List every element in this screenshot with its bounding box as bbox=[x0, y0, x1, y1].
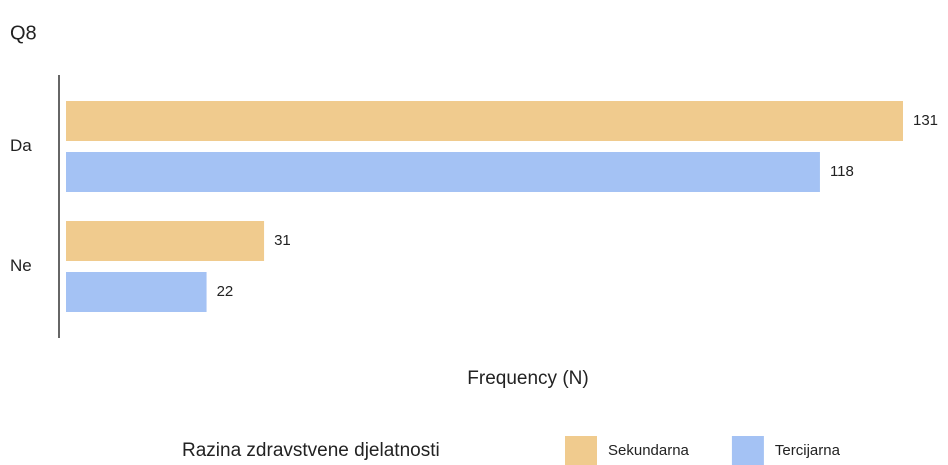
bar bbox=[66, 272, 207, 312]
data-label: 118 bbox=[830, 163, 854, 180]
legend-swatch bbox=[731, 436, 764, 465]
legend-label: Sekundarna bbox=[608, 442, 690, 459]
bar bbox=[66, 101, 903, 141]
bar bbox=[66, 221, 265, 261]
data-label: 131 bbox=[913, 112, 938, 129]
legend-title: Razina zdravstvene djelatnosti bbox=[182, 440, 440, 461]
x-axis-label: Frequency (N) bbox=[467, 368, 588, 389]
legend-label: Tercijarna bbox=[775, 442, 841, 459]
chart-title: Q8 bbox=[10, 22, 37, 44]
data-label: 31 bbox=[274, 232, 291, 249]
y-tick-label: Da bbox=[10, 136, 32, 155]
bar bbox=[66, 152, 820, 192]
data-label: 22 bbox=[217, 283, 234, 300]
legend-swatch bbox=[565, 436, 597, 465]
y-tick-label: Ne bbox=[10, 256, 32, 275]
